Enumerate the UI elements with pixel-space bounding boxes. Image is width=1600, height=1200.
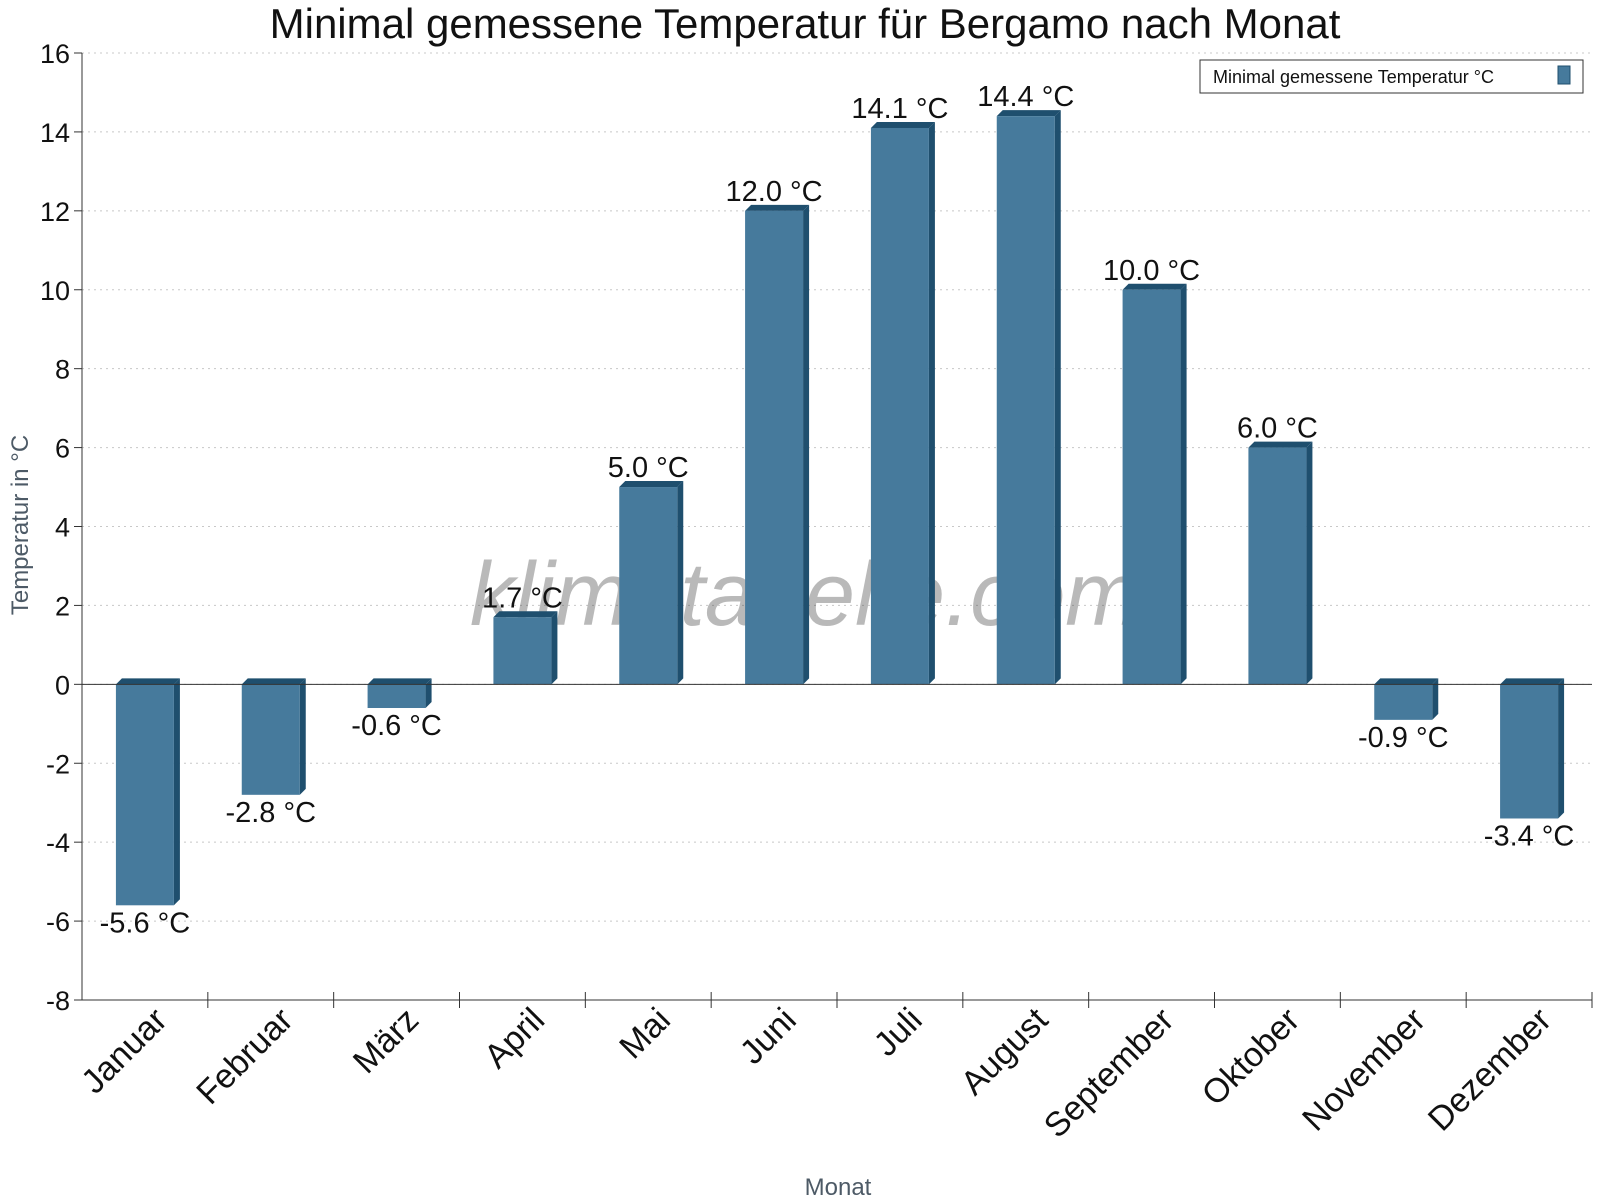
y-tick-label: 16 [40,39,70,69]
y-tick-label: 12 [40,197,70,227]
y-tick-label: 2 [55,591,70,621]
x-tick-label: Juni [733,1001,804,1072]
legend: Minimal gemessene Temperatur °C [1199,59,1584,94]
bar-side [173,678,180,906]
y-axis-title: Temperatur in °C [7,435,34,615]
bar-november [1374,678,1439,720]
bars [115,110,1565,906]
bar-oktober [1248,441,1313,685]
bar-september [1122,283,1187,685]
x-tick-label: Mai [612,1001,678,1067]
y-tick-label: 10 [40,276,70,306]
value-label: -3.4 °C [1484,820,1575,852]
legend-label: Minimal gemessene Temperatur °C [1213,67,1494,87]
value-label: -5.6 °C [100,907,191,939]
bar-top [241,678,306,685]
y-tick-label: 6 [55,434,70,464]
y-tick-label: -2 [46,749,70,779]
bar-top [1374,678,1439,685]
bar-front [241,684,300,795]
bar-side [551,611,558,685]
bar-front [745,210,804,685]
bar-side [425,678,432,709]
x-tick-label: Oktober [1195,1001,1307,1113]
bar-front [1374,684,1433,720]
bar-top [996,110,1061,117]
bar-side [1054,110,1061,685]
bar-side [1558,678,1565,819]
x-axis-title: Monat [805,1174,872,1200]
bar-side [1306,441,1313,685]
bar-februar [241,678,306,795]
bar-top [115,678,180,685]
y-tick-label: -6 [46,907,70,937]
x-tick-label: März [346,1001,426,1081]
bar-front [115,684,174,906]
value-label: -2.8 °C [225,797,316,829]
bar-dezember [1500,678,1565,819]
legend-box [1199,59,1584,94]
bar-märz [367,678,432,709]
bar-side [677,481,684,685]
value-label: 14.4 °C [977,81,1074,113]
value-label: -0.6 °C [351,710,442,742]
bar-mai [619,481,684,685]
bar-top [870,121,935,128]
bar-front [367,684,426,709]
x-tick-label: April [477,1001,552,1076]
bar-front [870,127,929,685]
bar-top [493,611,558,618]
x-tick-label: Februar [189,1001,300,1112]
x-tick-label: Januar [74,1001,174,1101]
x-tick-label: November [1295,1001,1433,1139]
chart-title: Minimal gemessene Temperatur für Bergamo… [270,0,1341,47]
bar-top [619,481,684,488]
value-label: 1.7 °C [482,582,563,614]
bar-front [619,487,678,685]
value-labels: -5.6 °C -2.8 °C -0.6 °C 1.7 °C 5.0 °C 12.0 °C… [100,81,1575,939]
x-tick-label: August [954,1000,1056,1102]
bar-side [803,204,810,685]
bar-front [1248,447,1307,685]
bar-front [1500,684,1559,819]
bar-januar [115,678,180,906]
bar-top [1248,441,1313,448]
bar-top [745,204,810,211]
y-tick-label: 14 [40,118,70,148]
value-label: 12.0 °C [726,176,823,208]
value-label: 5.0 °C [608,452,689,484]
bar-top [1500,678,1565,685]
value-label: 10.0 °C [1103,255,1200,287]
value-label: -0.9 °C [1358,722,1449,754]
bar-front [996,116,1055,685]
y-tick-label: 8 [55,355,70,385]
bar-top [367,678,432,685]
x-tick-label: September [1037,1001,1181,1145]
bar-top [1122,283,1187,290]
bar-side [1432,678,1439,720]
bar-april [493,611,558,685]
bar-side [1180,283,1187,685]
bar-side [299,678,306,795]
bar-front [493,617,552,685]
y-tick-label: 0 [55,670,70,700]
bar-juli [870,121,935,685]
value-label: 6.0 °C [1237,413,1318,445]
x-tick-label: Juli [867,1001,930,1064]
y-tick-label: -4 [46,828,70,858]
x-tick-label: Dezember [1421,1001,1559,1139]
y-tick-label: 4 [55,513,70,543]
grid [82,52,1592,922]
value-label: 14.1 °C [851,93,948,125]
bar-side [928,121,935,685]
bar-juni [745,204,810,685]
bar-august [996,110,1061,685]
bar-front [1122,289,1181,685]
y-tick-label: -8 [46,986,70,1016]
legend-swatch [1557,65,1571,85]
